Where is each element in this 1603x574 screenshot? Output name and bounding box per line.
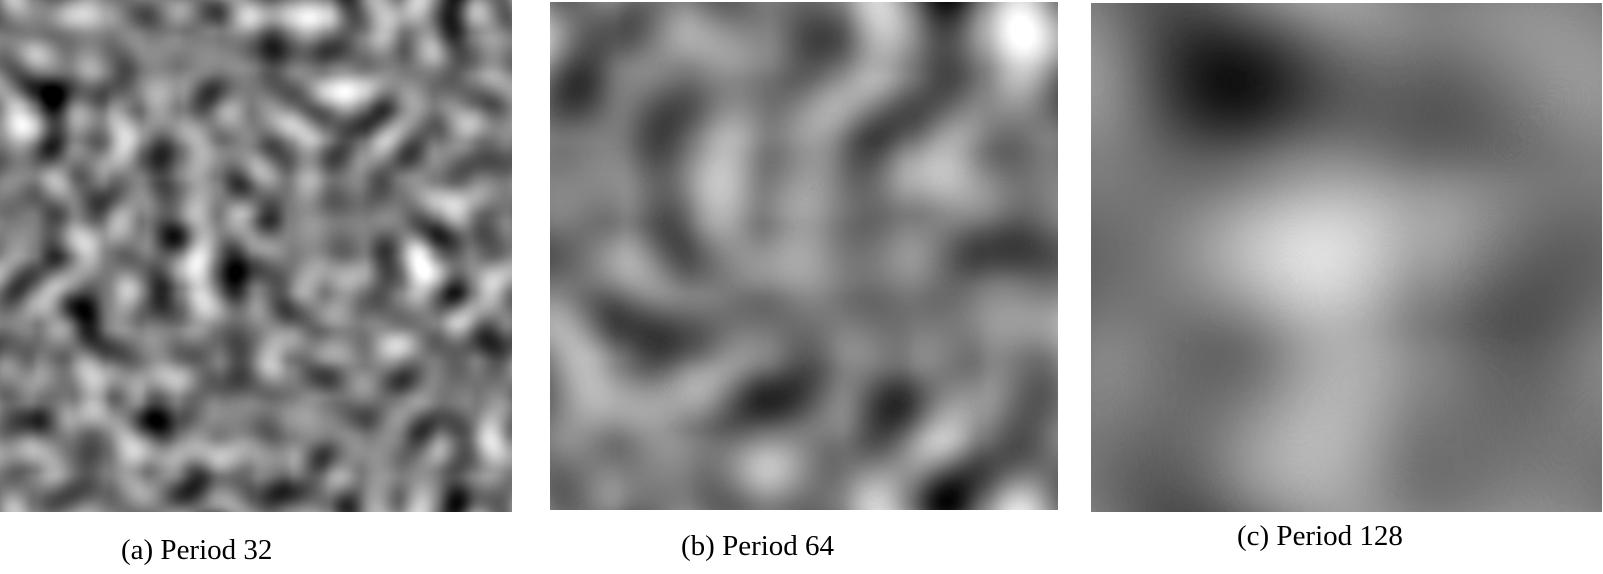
noise-image-period-128 — [1091, 3, 1602, 512]
noise-image-period-64 — [550, 2, 1058, 510]
caption-period-64: (b) Period 64 — [681, 530, 835, 562]
caption-period-128: (c) Period 128 — [1237, 520, 1403, 552]
caption-period-32: (a) Period 32 — [121, 534, 273, 566]
noise-image-period-32 — [0, 0, 512, 512]
